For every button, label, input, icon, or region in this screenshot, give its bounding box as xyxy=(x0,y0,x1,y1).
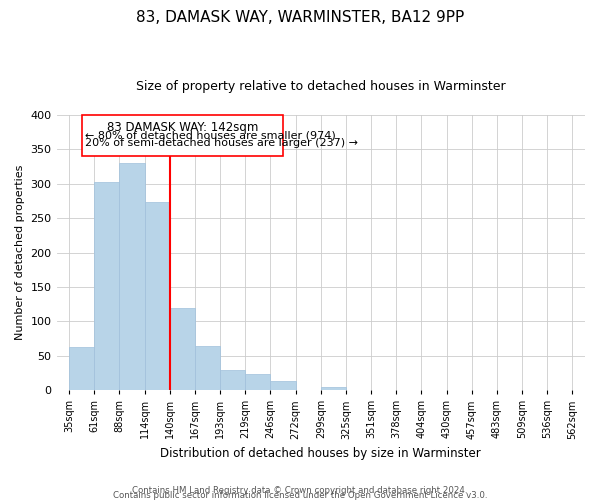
Bar xyxy=(220,370,245,390)
Bar xyxy=(245,374,271,390)
Text: 20% of semi-detached houses are larger (237) →: 20% of semi-detached houses are larger (… xyxy=(85,138,358,148)
Text: 83, DAMASK WAY, WARMINSTER, BA12 9PP: 83, DAMASK WAY, WARMINSTER, BA12 9PP xyxy=(136,10,464,25)
Bar xyxy=(170,308,195,390)
Bar xyxy=(195,346,220,390)
FancyBboxPatch shape xyxy=(82,115,283,156)
Bar xyxy=(119,163,145,390)
Text: Contains HM Land Registry data © Crown copyright and database right 2024.: Contains HM Land Registry data © Crown c… xyxy=(132,486,468,495)
Title: Size of property relative to detached houses in Warminster: Size of property relative to detached ho… xyxy=(136,80,506,93)
X-axis label: Distribution of detached houses by size in Warminster: Distribution of detached houses by size … xyxy=(160,447,481,460)
Bar xyxy=(69,347,94,390)
Text: 83 DAMASK WAY: 142sqm: 83 DAMASK WAY: 142sqm xyxy=(107,120,258,134)
Bar xyxy=(94,182,119,390)
Bar xyxy=(321,388,346,390)
Text: Contains public sector information licensed under the Open Government Licence v3: Contains public sector information licen… xyxy=(113,491,487,500)
Bar xyxy=(271,381,296,390)
Y-axis label: Number of detached properties: Number of detached properties xyxy=(15,165,25,340)
Bar xyxy=(145,202,170,390)
Text: ← 80% of detached houses are smaller (974): ← 80% of detached houses are smaller (97… xyxy=(85,130,336,140)
